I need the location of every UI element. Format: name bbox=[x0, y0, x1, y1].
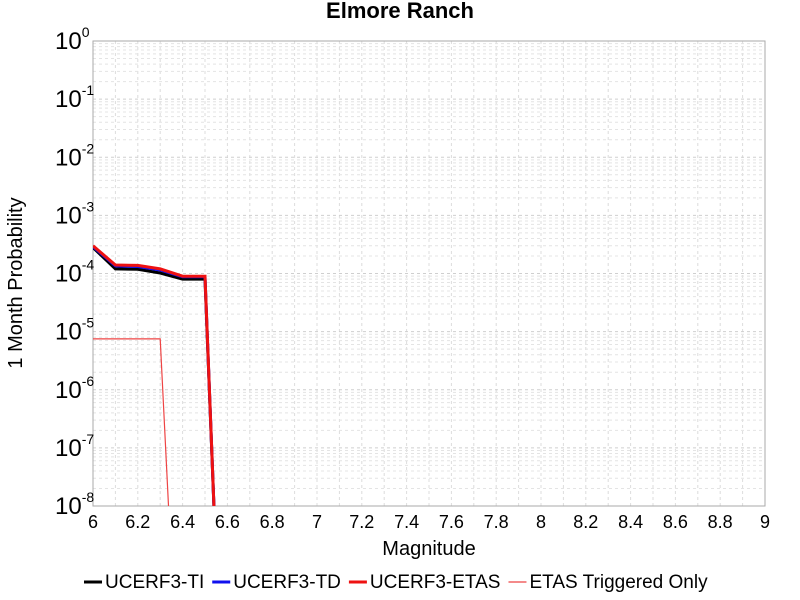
y-ticks: 100 10-1 10-2 10-3 10-4 10-5 10-6 10-7 10-8 bbox=[55, 24, 94, 520]
x-tick-label: 7.6 bbox=[439, 512, 464, 532]
x-axis-label: Magnitude bbox=[382, 538, 475, 560]
x-tick-label: 6.4 bbox=[170, 512, 195, 532]
x-tick-label: 8 bbox=[536, 512, 546, 532]
x-tick-label: 8.4 bbox=[618, 512, 643, 532]
series-line-ucerf3-ti bbox=[93, 246, 216, 506]
y-tick-label: 10-8 bbox=[55, 489, 94, 520]
plot-area-border bbox=[92, 40, 766, 507]
x-tick-label: 7.2 bbox=[349, 512, 374, 532]
y-tick-label: 10-2 bbox=[55, 140, 94, 171]
x-tick-label: 8.2 bbox=[573, 512, 598, 532]
legend-item: UCERF3-TI bbox=[84, 572, 204, 593]
y-tick-label: 10-6 bbox=[55, 373, 94, 404]
x-tick-label: 6.2 bbox=[125, 512, 150, 532]
y-axis-label: 1 Month Probability bbox=[5, 197, 27, 368]
x-tick-label: 9 bbox=[760, 512, 770, 532]
x-ticks: 6 6.2 6.4 6.6 6.8 7 7.2 7.4 7.6 7.8 8 8.2 8.4 8.6 8.8 9 bbox=[88, 512, 770, 532]
chart-title: Elmore Ranch bbox=[326, 0, 474, 23]
legend-item: ETAS Triggered Only bbox=[508, 572, 708, 593]
legend-label: ETAS Triggered Only bbox=[529, 572, 708, 593]
x-tick-label: 7.4 bbox=[394, 512, 419, 532]
legend-item: UCERF3-ETAS bbox=[348, 572, 501, 593]
x-tick-label: 7 bbox=[312, 512, 322, 532]
x-tick-label: 8.8 bbox=[708, 512, 733, 532]
legend-label: UCERF3-TI bbox=[105, 572, 204, 593]
x-tick-label: 6.8 bbox=[260, 512, 285, 532]
legend-item: UCERF3-TD bbox=[212, 572, 341, 593]
series-line-ucerf3-etas bbox=[93, 244, 216, 506]
y-tick-label: 10-5 bbox=[55, 315, 94, 346]
legend: UCERF3-TI UCERF3-TD UCERF3-ETAS ETAS Trigge… bbox=[84, 572, 708, 593]
x-tick-label: 6 bbox=[88, 512, 98, 532]
legend-label: UCERF3-TD bbox=[233, 572, 341, 593]
series-line-ucerf3-td bbox=[93, 245, 216, 506]
series-line-etas-triggered-only bbox=[93, 338, 170, 506]
x-tick-label: 8.6 bbox=[663, 512, 688, 532]
x-tick-label: 7.8 bbox=[484, 512, 509, 532]
x-tick-label: 6.6 bbox=[215, 512, 240, 532]
y-tick-label: 10-1 bbox=[55, 82, 94, 113]
y-tick-label: 10-3 bbox=[55, 198, 94, 229]
y-tick-label: 10-4 bbox=[55, 257, 94, 288]
y-tick-label: 10-7 bbox=[55, 431, 94, 462]
legend-label: UCERF3-ETAS bbox=[370, 572, 501, 593]
series-layer bbox=[93, 244, 216, 506]
grid bbox=[92, 41, 766, 507]
y-tick-label: 100 bbox=[55, 24, 90, 55]
